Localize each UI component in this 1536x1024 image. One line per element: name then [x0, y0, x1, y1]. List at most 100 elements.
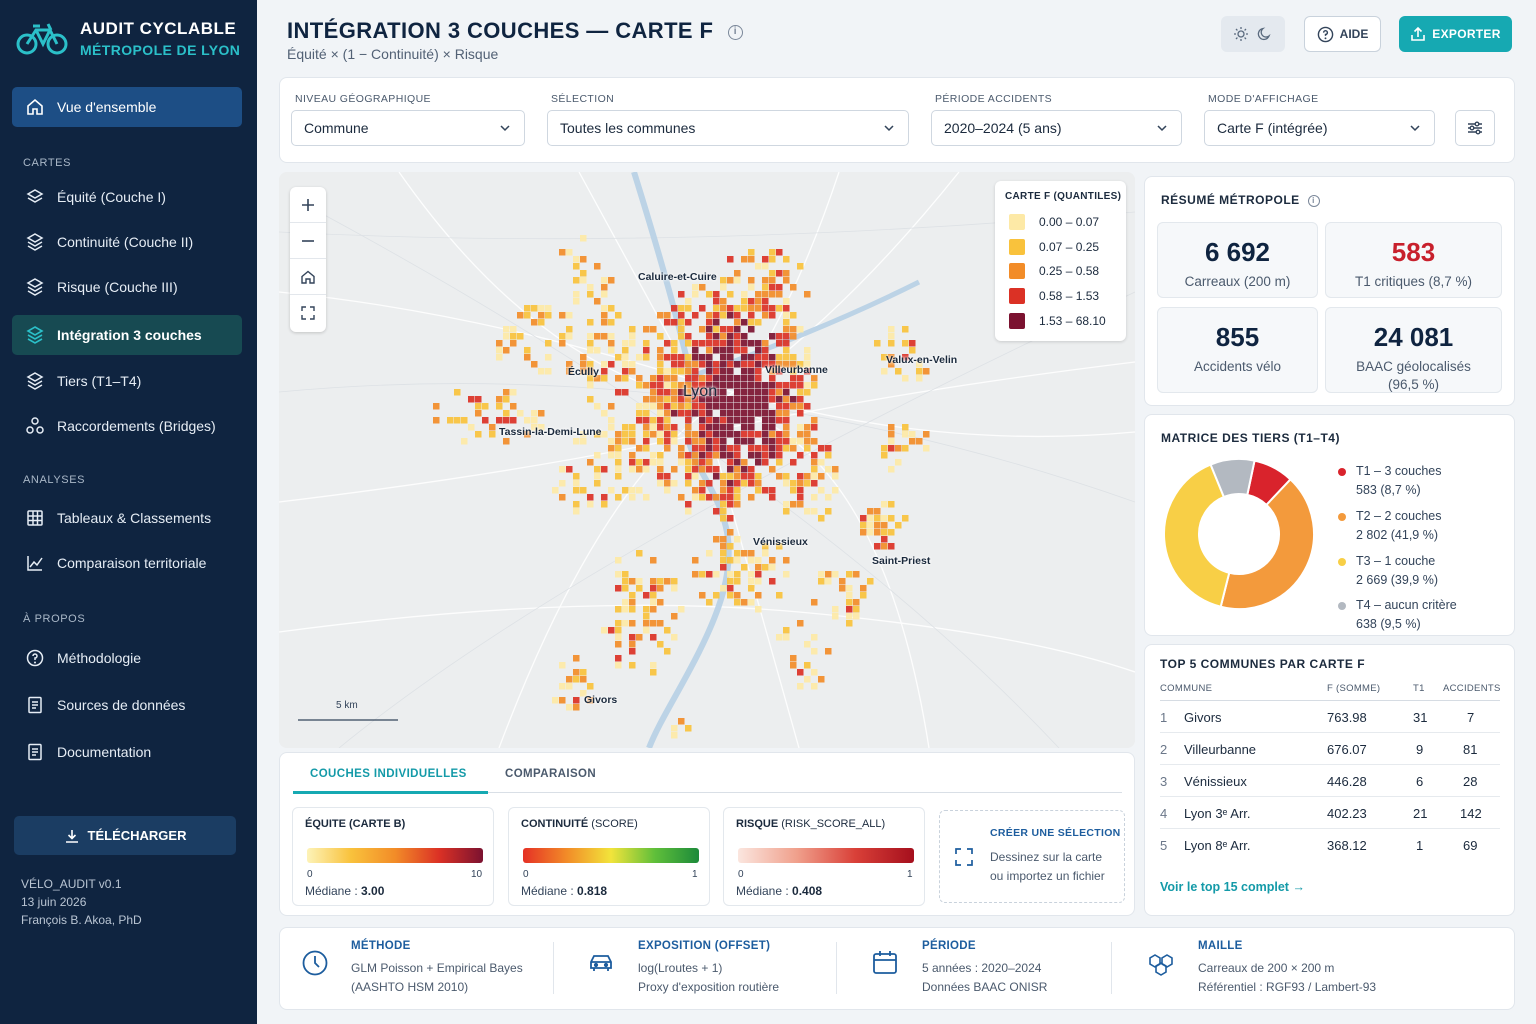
map-cell	[496, 417, 503, 424]
map-cell	[601, 319, 608, 326]
tab-comparaison[interactable]: COMPARAISON	[505, 768, 597, 780]
donut-slice-4[interactable]	[1209, 458, 1256, 499]
mode-select[interactable]: Carte F (intégrée)	[1204, 110, 1435, 146]
map-cell	[657, 410, 664, 417]
nav-integration[interactable]: Intégration 3 couches	[12, 315, 242, 355]
table-row[interactable]: 1 Givors 763.98 31 7	[1160, 701, 1500, 733]
theme-toggle[interactable]	[1221, 16, 1285, 52]
map-cell	[608, 340, 615, 347]
map-cell	[804, 438, 811, 445]
nav-comparaison[interactable]: Comparaison territoriale	[12, 543, 242, 583]
map-cell	[734, 403, 741, 410]
map-cell	[755, 445, 762, 452]
map-cell	[762, 312, 769, 319]
zoom-out-button[interactable]	[290, 223, 326, 259]
map-cell	[587, 361, 594, 368]
map-cell	[706, 382, 713, 389]
geo-select[interactable]: Commune	[291, 110, 525, 146]
map-cell	[741, 396, 748, 403]
map-cell	[720, 326, 727, 333]
map-cell	[664, 480, 671, 487]
legend-swatch	[1009, 263, 1025, 279]
info-line: GLM Poisson + Empirical Bayes	[351, 961, 523, 975]
map-cell	[657, 368, 664, 375]
table-row[interactable]: 5 Lyon 8ᵉ Arr. 368.12 1 69	[1160, 829, 1500, 861]
map-cell	[657, 361, 664, 368]
nav-tableaux[interactable]: Tableaux & Classements	[12, 498, 242, 538]
map-cell	[755, 578, 762, 585]
reset-view-button[interactable]	[290, 259, 326, 295]
table-row[interactable]: 2 Villeurbanne 676.07 9 81	[1160, 733, 1500, 765]
nav-documentation[interactable]: Documentation	[12, 732, 242, 772]
nav-risque[interactable]: Risque (Couche III)	[12, 267, 242, 307]
map-cell	[713, 417, 720, 424]
nav-sources[interactable]: Sources de données	[12, 685, 242, 725]
map-cell	[783, 270, 790, 277]
layer-sub-text: (CARTE B)	[349, 818, 406, 830]
layer-card-continuite[interactable]: CONTINUITÉ (SCORE) 0 1 Médiane : 0.818	[508, 807, 710, 906]
map-cell	[797, 683, 804, 690]
help-button[interactable]: AIDE	[1304, 16, 1381, 52]
map-cell	[783, 571, 790, 578]
map-cell	[916, 438, 923, 445]
map-cell	[706, 571, 713, 578]
map-cell	[650, 389, 657, 396]
nav-bridges[interactable]: Raccordements (Bridges)	[12, 406, 242, 446]
zoom-in-button[interactable]	[290, 187, 326, 223]
map-cell	[727, 333, 734, 340]
map-cell	[580, 438, 587, 445]
map-cell	[790, 662, 797, 669]
fullscreen-button[interactable]	[290, 295, 326, 331]
map-cell	[657, 382, 664, 389]
map-cell	[692, 368, 699, 375]
donut-slice-2[interactable]	[1219, 477, 1315, 610]
map-cell	[601, 333, 608, 340]
donut-slice-3[interactable]	[1163, 463, 1231, 608]
map-cell	[601, 305, 608, 312]
map-cell	[790, 480, 797, 487]
map-panel[interactable]	[279, 172, 1135, 748]
nav-methodologie[interactable]: Méthodologie	[12, 638, 242, 678]
create-selection-box[interactable]: CRÉER UNE SÉLECTION Dessinez sur la cart…	[939, 810, 1125, 903]
map-canvas[interactable]	[279, 172, 1135, 748]
map-cell	[734, 270, 741, 277]
table-icon	[27, 510, 43, 526]
map-cell	[615, 655, 622, 662]
legend-swatch	[1009, 239, 1025, 255]
top15-link[interactable]: Voir le top 15 complet →	[1160, 880, 1305, 894]
period-select[interactable]: 2020–2024 (5 ans)	[931, 110, 1182, 146]
map-cell	[741, 361, 748, 368]
map-cell	[629, 634, 636, 641]
table-row[interactable]: 4 Lyon 3ᵉ Arr. 402.23 21 142	[1160, 797, 1500, 829]
map-cell	[748, 410, 755, 417]
map-cell	[846, 585, 853, 592]
nav-tiers[interactable]: Tiers (T1–T4)	[12, 361, 242, 401]
map-cell	[902, 354, 909, 361]
download-button[interactable]: TÉLÉCHARGER	[14, 816, 236, 855]
map-cell	[671, 585, 678, 592]
export-button[interactable]: EXPORTER	[1399, 16, 1512, 52]
stat-accidents: 855 Accidents vélo	[1157, 307, 1318, 393]
map-cell	[559, 466, 566, 473]
map-cell	[510, 389, 517, 396]
nav-equite[interactable]: Équité (Couche I)	[12, 177, 242, 217]
filter-settings-button[interactable]	[1455, 110, 1495, 146]
map-cell	[720, 543, 727, 550]
layer-card-equite[interactable]: ÉQUITE (CARTE B) 0 10 Médiane : 3.00	[292, 807, 494, 906]
map-cell	[720, 564, 727, 571]
map-cell	[706, 375, 713, 382]
map-cell	[790, 312, 797, 319]
tab-couches[interactable]: COUCHES INDIVIDUELLES	[310, 768, 467, 780]
nav-continuite[interactable]: Continuité (Couche II)	[12, 222, 242, 262]
selection-select[interactable]: Toutes les communes	[547, 110, 909, 146]
info-icon[interactable]: i	[727, 24, 743, 40]
info-icon[interactable]: i	[1307, 194, 1320, 207]
table-row[interactable]: 3 Vénissieux 446.28 6 28	[1160, 765, 1500, 797]
map-cell	[545, 354, 552, 361]
layer-card-risque[interactable]: RISQUE (RISK_SCORE_ALL) 0 1 Médiane : 0.…	[723, 807, 925, 906]
nav-home[interactable]: Vue d'ensemble	[12, 87, 242, 127]
brand[interactable]: AUDIT CYCLABLE MÉTROPOLE DE LYON	[16, 18, 240, 58]
map-cell	[720, 361, 727, 368]
row-commune: Lyon 3ᵉ Arr.	[1184, 806, 1251, 821]
map-cell	[776, 340, 783, 347]
